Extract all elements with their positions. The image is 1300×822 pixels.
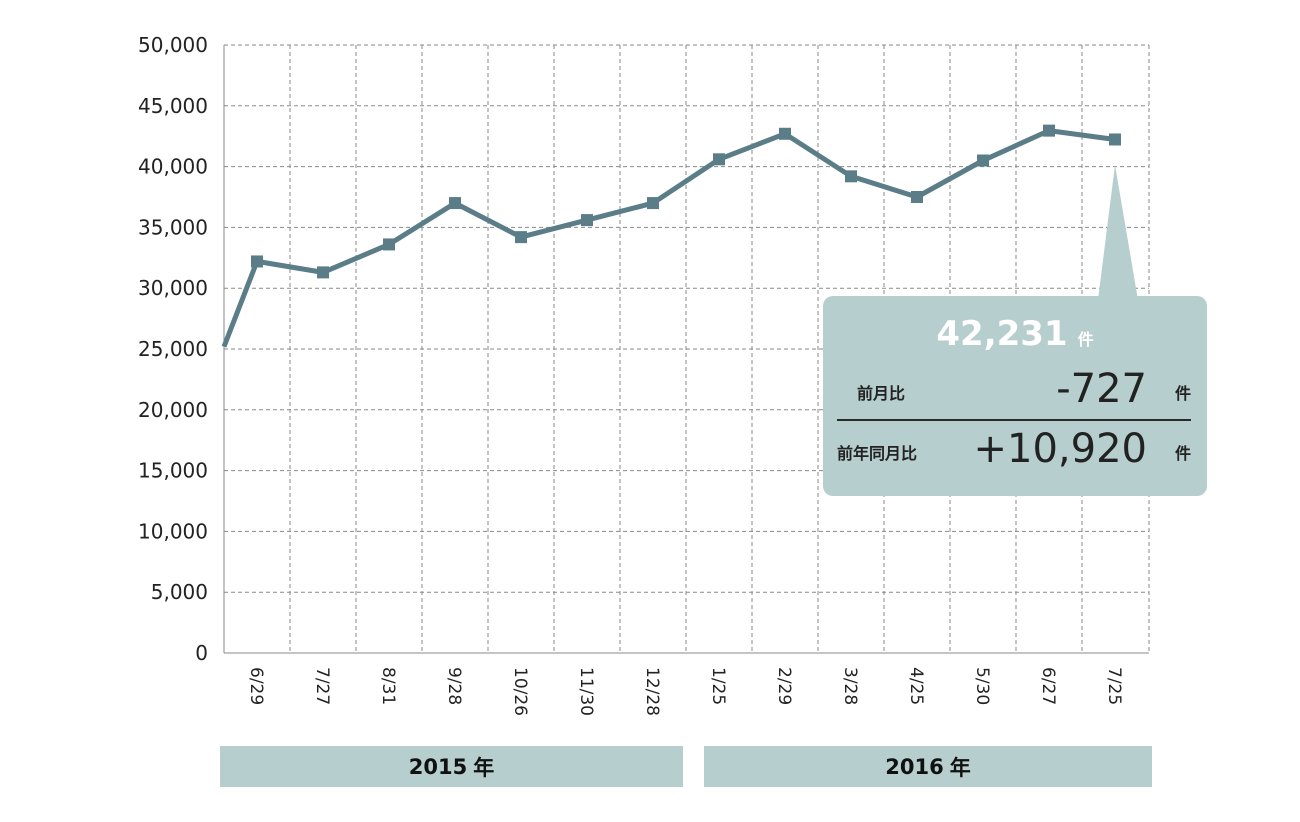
y-tick-label: 20,000 (138, 398, 208, 422)
y-tick-label: 10,000 (138, 519, 208, 543)
callout-current-value: 42,231 件 (823, 314, 1207, 354)
y-tick-label: 50,000 (138, 33, 208, 57)
data-point (1043, 124, 1055, 137)
mom-value: -727 (1056, 366, 1147, 412)
data-point (1109, 133, 1121, 146)
data-point (911, 191, 923, 203)
x-tick-label: 4/25 (906, 667, 926, 705)
data-point (251, 255, 263, 268)
callout-divider (837, 419, 1191, 421)
y-tick-label: 30,000 (138, 276, 208, 300)
mom-unit: 件 (1174, 384, 1191, 403)
x-axis-ticks: 6/29 7/27 8/31 9/28 10/26 11/30 12/28 1/25 2/29 3… (246, 667, 1124, 716)
y-tick-label: 35,000 (138, 215, 208, 239)
y-tick-label: 5,000 (151, 580, 208, 604)
x-tick-label: 6/27 (1038, 667, 1058, 705)
x-tick-label: 2/29 (774, 667, 794, 705)
data-point (779, 127, 791, 140)
yoy-unit: 件 (1174, 444, 1191, 463)
y-axis-ticks: 0 5,000 10,000 15,000 20,000 25,000 30,000 35,0… (138, 33, 208, 665)
data-point (449, 197, 461, 210)
year-over-year-row: 前年同月比 +10,920 件 (837, 422, 1191, 472)
x-tick-label: 10/26 (510, 667, 530, 716)
x-tick-label: 6/29 (246, 667, 266, 705)
y-tick-label: 15,000 (138, 459, 208, 483)
x-tick-label: 7/25 (1104, 667, 1124, 705)
year-label: 2016 (885, 754, 944, 779)
x-tick-label: 9/28 (444, 667, 464, 705)
data-point (383, 238, 395, 251)
x-tick-label: 5/30 (972, 667, 992, 705)
data-point (317, 266, 329, 279)
data-point (845, 170, 857, 183)
yoy-value: +10,920 (973, 426, 1147, 472)
x-tick-label: 11/30 (576, 667, 596, 716)
mom-label: 前月比 (857, 384, 906, 403)
data-point (977, 154, 989, 167)
x-tick-label: 1/25 (708, 667, 728, 705)
year-band-2015: 2015 年 (220, 746, 683, 787)
year-unit: 年 (949, 755, 971, 780)
yoy-label: 前年同月比 (837, 444, 918, 463)
x-tick-label: 7/27 (312, 667, 332, 705)
data-point (647, 197, 659, 210)
data-point (515, 231, 527, 244)
data-point (713, 153, 725, 166)
x-tick-label: 8/31 (378, 667, 398, 705)
data-point (581, 214, 593, 227)
y-tick-label: 25,000 (138, 337, 208, 361)
year-label: 2015 (408, 754, 468, 779)
y-tick-label: 0 (195, 641, 208, 665)
year-band-2016: 2016 年 (704, 746, 1152, 787)
month-over-month-row: 前月比 -727 件 (837, 362, 1191, 412)
year-unit: 年 (473, 755, 495, 780)
series-line (221, 124, 1121, 348)
current-value-unit: 件 (1077, 330, 1094, 349)
value-callout: 42,231 件 前月比 -727 件 前年同月比 +10,920 件 (823, 296, 1207, 496)
x-tick-label: 12/28 (642, 667, 662, 716)
current-value: 42,231 (936, 314, 1068, 354)
x-tick-label: 3/28 (840, 667, 860, 705)
y-tick-label: 45,000 (138, 94, 208, 118)
y-tick-label: 40,000 (138, 155, 208, 179)
